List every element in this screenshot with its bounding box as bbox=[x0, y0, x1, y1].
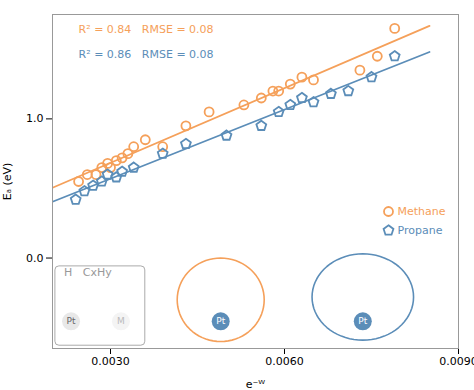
svg-text:Methane: Methane bbox=[398, 205, 446, 218]
svg-text:0.0060: 0.0060 bbox=[265, 355, 304, 368]
svg-text:0.0090: 0.0090 bbox=[439, 355, 474, 368]
svg-text:M: M bbox=[117, 316, 125, 326]
svg-text:R² = 0.84 RMSE = 0.08: R² = 0.84 RMSE = 0.08 bbox=[79, 23, 214, 36]
svg-text:Propane: Propane bbox=[398, 224, 443, 237]
svg-text:1.0: 1.0 bbox=[26, 112, 44, 125]
svg-text:0.0030: 0.0030 bbox=[91, 355, 130, 368]
svg-text:Eₐ (eV): Eₐ (eV) bbox=[1, 163, 14, 201]
svg-text:Pt: Pt bbox=[67, 316, 76, 326]
svg-text:R² = 0.86 RMSE = 0.08: R² = 0.86 RMSE = 0.08 bbox=[79, 48, 214, 61]
svg-text:Pt: Pt bbox=[216, 316, 225, 326]
svg-text:0.0: 0.0 bbox=[26, 252, 44, 265]
svg-text:e⁻ᵂ: e⁻ᵂ bbox=[246, 378, 266, 390]
svg-text:Pt: Pt bbox=[358, 316, 367, 326]
svg-text:H CxHy: H CxHy bbox=[64, 266, 112, 279]
